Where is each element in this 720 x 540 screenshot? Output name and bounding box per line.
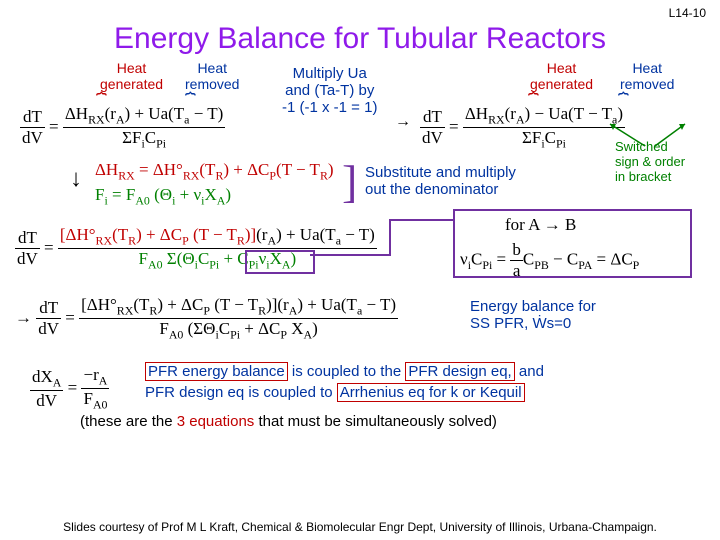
coupled-line2: PFR design eq is coupled to Arrhenius eq… (145, 384, 525, 401)
arrow-down-icon: ↓ (70, 165, 82, 193)
box-pfr-energy: PFR energy balance (145, 362, 288, 381)
heat-removed-label-left: Heat removed (185, 60, 239, 92)
eq1-left: dTdV = ΔHRX(rA) + Ua(Ta − T) ΣFiCPi (20, 104, 225, 152)
page-number: L14-10 (669, 6, 706, 20)
heat-generated-label-left: Heat generated (100, 60, 163, 92)
coupled-line1: PFR energy balance is coupled to the PFR… (145, 363, 544, 380)
green-arrows (600, 118, 700, 178)
eq-dhrx: ΔHRX = ΔH°RX(TR) + ΔCP(T − TR) (95, 160, 334, 183)
purple-connector (310, 210, 460, 260)
eq-dxdv: dXAdV = −rAFA0 (30, 365, 109, 413)
page-title: Energy Balance for Tubular Reactors (14, 22, 706, 56)
box-arrhenius: Arrhenius eq for k or Kequil (337, 383, 525, 402)
arrow-right: → (395, 113, 411, 131)
purple-box-nicpi (453, 209, 692, 278)
purple-bracket-icon: ] (342, 155, 357, 208)
heat-generated-label-right: Heat generated (530, 60, 593, 92)
eq4: → dTdV = [ΔH°RX(TR) + ΔCP (T − TR)](rA) … (15, 295, 398, 343)
credit-line: Slides courtesy of Prof M L Kraft, Chemi… (0, 520, 720, 534)
ss-pfr-note: Energy balance for SS PFR, Ẇs=0 (470, 298, 596, 332)
multiply-note: Multiply Ua and (Ta-T) by -1 (-1 x -1 = … (282, 65, 377, 116)
eq-fi: Fi = FA0 (Θi + νiXA) (95, 185, 231, 208)
eq1-right: dTdV = ΔHRX(rA) − Ua(T − Ta) ΣFiCPi (420, 104, 625, 152)
box-pfr-design: PFR design eq, (405, 362, 514, 381)
heat-removed-label-right: Heat removed (620, 60, 674, 92)
purple-box-term (245, 250, 315, 274)
three-equations-note: (these are the 3 equations that must be … (80, 413, 497, 430)
substitute-note: Substitute and multiply out the denomina… (365, 164, 516, 198)
